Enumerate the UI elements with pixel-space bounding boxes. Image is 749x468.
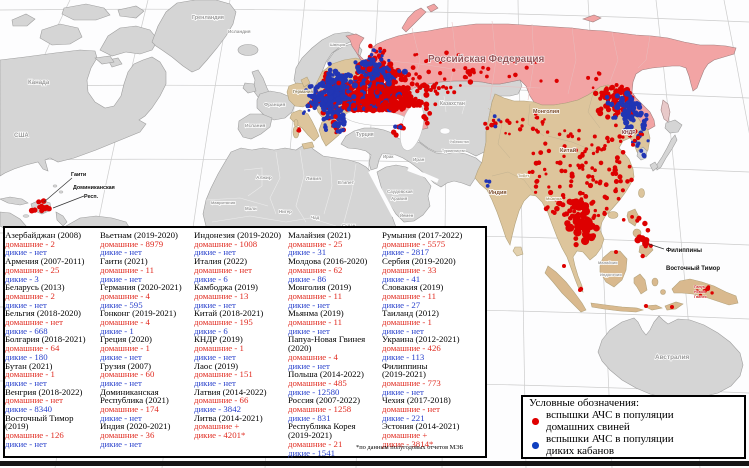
svg-text:Канада: Канада [28,80,50,86]
svg-text:Франция: Франция [264,102,285,108]
svg-text:Казахстан: Казахстан [440,101,465,107]
svg-text:Новая: Новая [694,290,705,294]
svg-text:Малайзия: Малайзия [598,260,618,265]
svg-text:Туркменистан: Туркменистан [442,149,466,153]
svg-text:Иран: Иран [413,157,425,162]
svg-text:Германия: Германия [293,89,313,94]
svg-text:Испания: Испания [245,123,266,129]
svg-text:Папуа: Папуа [694,285,706,289]
svg-text:Аравия: Аравия [391,196,408,201]
svg-text:Йемен: Йемен [400,213,414,218]
svg-text:США: США [14,133,29,139]
svg-text:КНДР: КНДР [622,130,636,136]
svg-text:Турция: Турция [356,132,374,138]
svg-text:Мавритания: Мавритания [211,200,236,205]
svg-text:Швеция: Швеция [330,43,345,47]
svg-text:Гренландия: Гренландия [192,15,224,21]
svg-text:Алжир: Алжир [256,175,272,181]
svg-text:Ливия: Ливия [306,176,321,182]
svg-text:Мали: Мали [245,206,257,211]
svg-text:Индонезия: Индонезия [600,272,622,277]
svg-text:Узбекистан: Узбекистан [450,140,469,144]
svg-text:Восточный Тимор: Восточный Тимор [666,265,720,272]
svg-text:Ирак: Ирак [383,154,394,159]
svg-text:Филиппины: Филиппины [666,248,702,254]
svg-text:Российская Федерация: Российская Федерация [428,54,545,65]
svg-text:Гвинея: Гвинея [694,295,707,299]
svg-text:Тибет: Тибет [518,173,529,178]
svg-text:Доминиканская: Доминиканская [73,185,115,191]
svg-text:Австралия: Австралия [655,354,690,361]
svg-text:Саудовская: Саудовская [387,189,413,194]
svg-text:Судан: Судан [342,223,356,228]
svg-text:Респ.: Респ. [84,194,99,200]
svg-text:Индия: Индия [489,190,507,196]
svg-text:Египет: Египет [338,180,355,186]
svg-text:Гаити: Гаити [71,172,86,178]
svg-text:Китай: Китай [560,147,577,154]
svg-text:Монголия: Монголия [533,109,559,115]
svg-text:Нигер: Нигер [279,209,292,214]
svg-text:Исландия: Исландия [228,29,251,34]
svg-text:Мьянма: Мьянма [546,196,562,201]
svg-text:Чад: Чад [311,215,320,220]
